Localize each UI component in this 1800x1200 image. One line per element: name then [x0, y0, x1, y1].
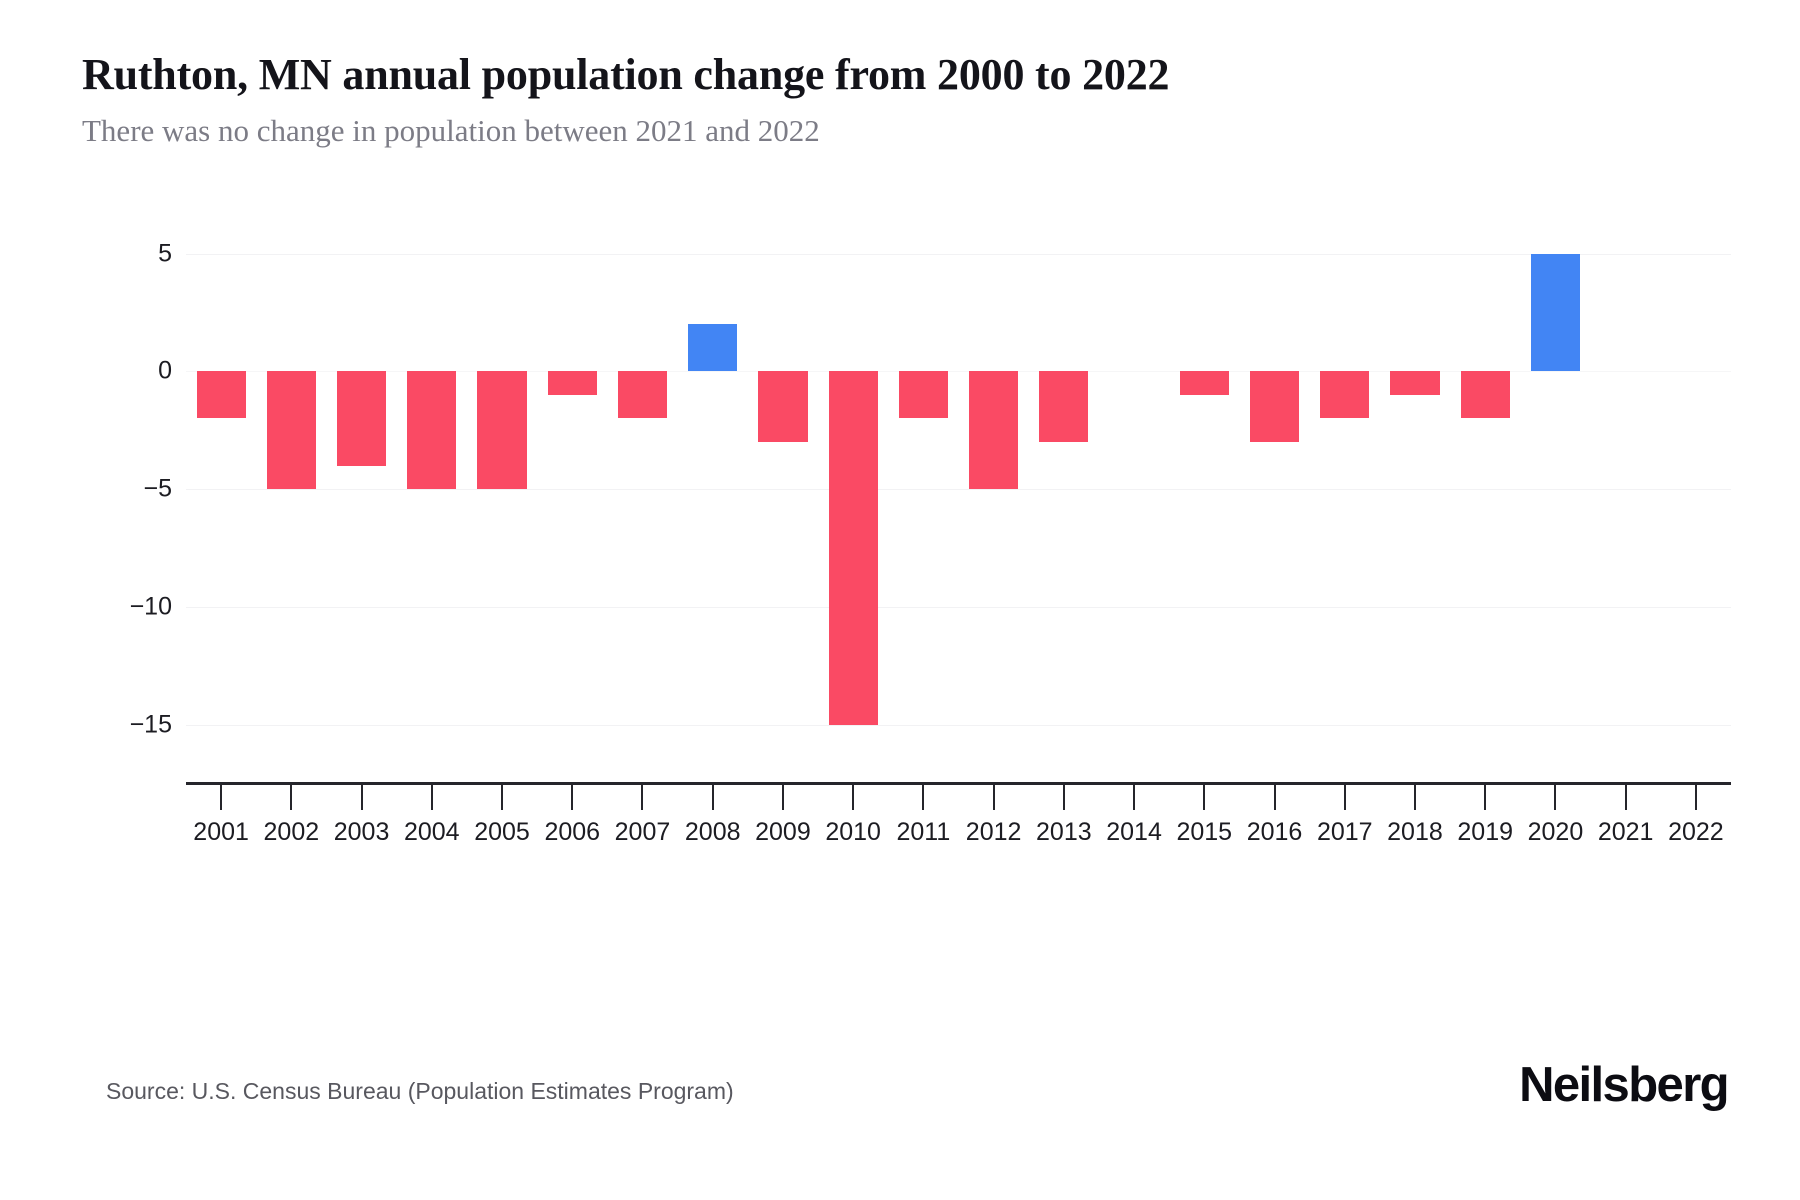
- x-tick: [1413, 782, 1416, 810]
- x-tick-label-2009: 2009: [755, 818, 811, 846]
- bar-2006[interactable]: [547, 371, 597, 395]
- bar-2004[interactable]: [407, 371, 457, 490]
- bar-2008[interactable]: [688, 324, 738, 372]
- bar-2019[interactable]: [1460, 371, 1510, 419]
- x-tick-label-2015: 2015: [1176, 818, 1233, 846]
- gridline-5: [186, 253, 1731, 255]
- x-tick: [220, 782, 223, 810]
- x-tick: [571, 782, 574, 810]
- x-tick-label-2017: 2017: [1316, 818, 1373, 846]
- bar-2012[interactable]: [969, 371, 1019, 490]
- x-tick: [1133, 782, 1136, 810]
- chart-subtitle: There was no change in population betwee…: [82, 113, 820, 148]
- x-tick-label-2013: 2013: [1036, 818, 1092, 846]
- bar-2020[interactable]: [1530, 253, 1580, 372]
- bar-2005[interactable]: [477, 371, 527, 490]
- gridline--5: [186, 489, 1731, 491]
- x-tick-label-2020: 2020: [1527, 818, 1584, 846]
- x-tick: [1343, 782, 1346, 810]
- bar-2011[interactable]: [898, 371, 948, 419]
- x-tick-label-2002: 2002: [263, 818, 320, 846]
- x-tick: [852, 782, 855, 810]
- x-tick-label-2001: 2001: [193, 818, 249, 846]
- x-tick-label-2014: 2014: [1106, 818, 1162, 846]
- x-tick-label-2012: 2012: [965, 818, 1022, 846]
- x-tick: [1484, 782, 1487, 810]
- gridline-0: [186, 371, 1731, 373]
- bar-2016[interactable]: [1249, 371, 1300, 442]
- bar-2002[interactable]: [266, 371, 316, 490]
- x-tick-label-2006: 2006: [544, 818, 601, 846]
- x-tick: [1624, 782, 1627, 810]
- x-tick-label-2016: 2016: [1246, 818, 1303, 846]
- y-tick-label: 0: [158, 356, 172, 385]
- gridlines: [186, 230, 1731, 760]
- x-tick: [1203, 782, 1206, 810]
- bar-2017[interactable]: [1320, 371, 1370, 419]
- y-tick-label: 5: [158, 239, 172, 268]
- x-tick-label-2010: 2010: [825, 818, 881, 846]
- x-tick-label-2019: 2019: [1457, 818, 1514, 846]
- bar-2013[interactable]: [1039, 371, 1089, 442]
- x-axis-ticks: [186, 782, 1731, 812]
- y-tick-label: −10: [129, 592, 172, 621]
- x-tick: [1694, 782, 1697, 810]
- bar-2009[interactable]: [758, 371, 808, 442]
- x-tick-label-2005: 2005: [474, 818, 530, 846]
- chart-header: Ruthton, MN annual population change fro…: [82, 48, 1722, 151]
- bar-2001[interactable]: [196, 371, 246, 419]
- bar-2018[interactable]: [1390, 371, 1440, 395]
- x-axis-line: [186, 782, 1731, 785]
- x-tick: [430, 782, 433, 810]
- bar-2007[interactable]: [617, 371, 668, 419]
- x-tick: [1062, 782, 1065, 810]
- y-tick-label: −15: [129, 710, 172, 739]
- gridline--15: [186, 724, 1731, 726]
- x-tick-label-2004: 2004: [403, 818, 460, 846]
- y-tick-label: −5: [143, 474, 172, 503]
- x-tick: [1554, 782, 1557, 810]
- x-tick-label-2021: 2021: [1597, 818, 1654, 846]
- source-note: Source: U.S. Census Bureau (Population E…: [106, 1078, 734, 1104]
- x-axis-labels: 2001 2002 2003 2004 2005 2006 2007 2008 2009 2010…: [186, 818, 1731, 858]
- x-tick-label-2018: 2018: [1387, 818, 1443, 846]
- page-title: Ruthton, MN annual population change fro…: [82, 50, 1170, 99]
- x-tick: [922, 782, 925, 810]
- bar-2010[interactable]: [828, 371, 878, 725]
- x-tick: [641, 782, 644, 810]
- x-tick: [992, 782, 995, 810]
- x-tick-label-2007: 2007: [614, 818, 671, 846]
- x-tick: [1273, 782, 1276, 810]
- x-tick-label-2008: 2008: [684, 818, 741, 846]
- x-tick: [360, 782, 363, 810]
- brand-logo: Neilsberg: [1519, 1058, 1730, 1112]
- gridline--10: [186, 606, 1731, 608]
- x-tick: [290, 782, 293, 810]
- x-tick: [781, 782, 784, 810]
- bar-2003[interactable]: [336, 371, 387, 466]
- x-tick: [711, 782, 714, 810]
- x-tick-label-2022: 2022: [1668, 818, 1724, 846]
- y-axis: 5 0 −5 −10 −15: [0, 230, 172, 790]
- bar-2015[interactable]: [1179, 371, 1229, 395]
- x-tick: [501, 782, 504, 810]
- bar-series: [186, 230, 1731, 760]
- x-tick-label-2011: 2011: [896, 818, 951, 846]
- x-tick-label-2003: 2003: [333, 818, 390, 846]
- plot-area: 5 0 −5 −10 −15 2001 2002 2003 2004 2005 2006 2007 2…: [0, 230, 1800, 920]
